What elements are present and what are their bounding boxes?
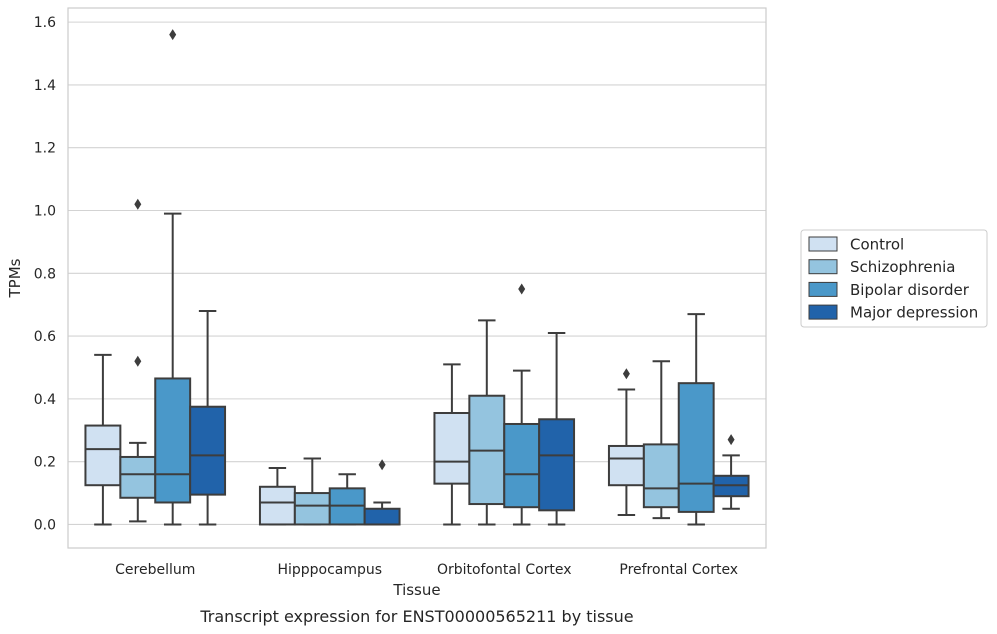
box-schizophrenia [293,457,331,526]
box-major-depression [712,434,750,510]
box-iqr [293,492,331,526]
box-bipolar-disorder [677,313,715,526]
y-tick-label: 0.0 [34,517,56,533]
x-tick-labels: Cerebellum Hipppocampus Orbitofontal Corte… [115,562,738,578]
box-iqr [189,405,227,496]
y-tick-labels: 0.0 0.2 0.4 0.6 0.8 1.0 1.2 1.4 1.6 [34,15,56,533]
box-control [84,353,122,526]
boxes [84,29,750,526]
box-iqr [258,485,296,526]
box-schizophrenia [468,319,506,526]
y-axis-label: TPMs [6,258,24,298]
legend-swatch [808,304,838,320]
box-iqr [433,412,471,485]
y-tick-label: 1.4 [34,78,56,94]
box-iqr [363,507,401,526]
box-iqr [677,382,715,513]
box-iqr [642,443,680,509]
x-tick-label: Prefrontal Cortex [619,562,738,578]
outlier-point [169,29,177,41]
outlier-point [727,434,735,446]
box-iqr [538,418,576,512]
box-major-depression [363,459,401,526]
box-control [607,368,645,517]
box-iqr [607,444,645,487]
legend-frame [800,229,988,328]
y-tick-label: 0.4 [34,392,56,408]
legend-swatch [808,281,838,297]
box-major-depression [189,309,227,526]
y-tick-label: 1.0 [34,204,56,220]
plot-frame [67,7,767,549]
x-axis-label: Tissue [392,581,440,599]
legend-label: Bipolar disorder [850,281,970,299]
chart-caption: Transcript expression for ENST0000056521… [199,607,633,626]
legend-swatch [808,259,838,275]
outlier-point [134,198,142,210]
box-iqr [84,424,122,487]
y-tick-label: 0.2 [34,455,56,471]
y-tick-label: 1.2 [34,141,56,157]
y-tick-label: 0.6 [34,329,56,345]
box-schizophrenia [642,360,680,520]
legend-label: Schizophrenia [850,258,955,276]
box-bipolar-disorder [328,473,366,526]
outlier-point [622,368,630,380]
legend: Control Schizophrenia Bipolar disorder Majo… [800,229,988,328]
outlier-point [518,283,526,295]
x-tick-label: Orbitofontal Cortex [437,562,572,578]
x-tick-label: Hipppocampus [277,562,382,578]
legend-label: Major depression [850,304,978,322]
outlier-point [134,355,142,367]
box-iqr [119,455,157,499]
legend-swatch [808,236,838,252]
box-bipolar-disorder [503,283,541,526]
box-major-depression [538,331,576,526]
box-control [258,466,296,526]
box-bipolar-disorder [154,29,192,526]
box-iqr [503,422,541,509]
box-iqr [154,377,192,504]
x-tick-label: Cerebellum [115,562,195,578]
y-tick-label: 0.8 [34,266,56,282]
y-tick-label: 1.6 [34,15,56,31]
outlier-point [378,459,386,471]
legend-label: Control [850,236,904,254]
